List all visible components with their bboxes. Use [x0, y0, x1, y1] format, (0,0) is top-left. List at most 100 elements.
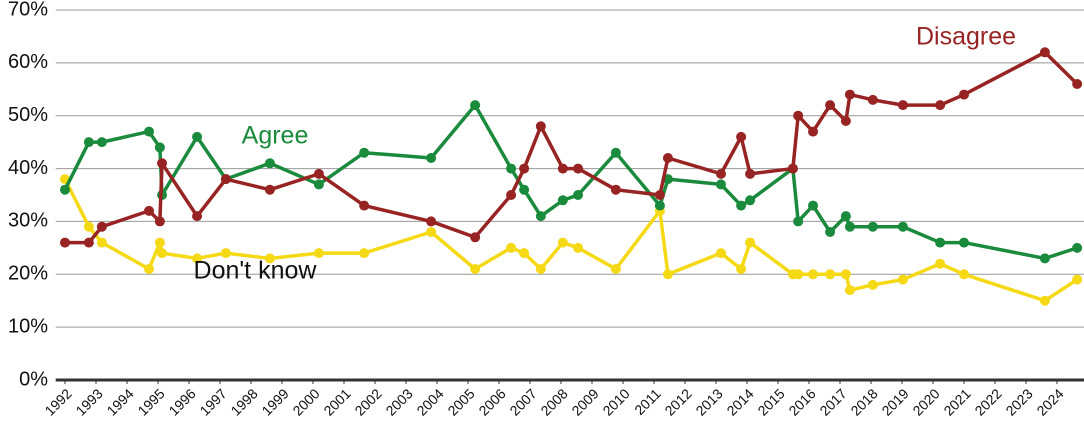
x-tick-label: 2020 — [909, 385, 942, 418]
data-point — [825, 227, 836, 237]
x-tick-label: 2002 — [351, 385, 384, 418]
x-tick-label: 1994 — [103, 385, 136, 418]
data-point — [935, 100, 946, 111]
y-tick-label: 0% — [19, 368, 48, 390]
data-point — [83, 137, 94, 148]
data-point — [867, 279, 878, 290]
data-point — [715, 168, 726, 179]
data-point — [736, 131, 747, 142]
x-tick-label: 2018 — [847, 385, 880, 418]
data-point — [844, 89, 855, 100]
data-point — [1039, 47, 1050, 58]
data-point — [736, 200, 747, 211]
data-point — [264, 184, 275, 195]
data-point — [60, 184, 70, 195]
x-tick-label: 2007 — [506, 385, 539, 418]
data-point — [610, 264, 621, 274]
y-tick-label: 20% — [8, 263, 48, 285]
data-point — [654, 190, 665, 200]
data-point — [1072, 79, 1083, 89]
x-tick-label: 2009 — [568, 385, 601, 418]
data-point — [840, 269, 851, 280]
data-point — [96, 221, 107, 232]
x-tick-label: 2011 — [631, 385, 664, 418]
data-point — [573, 242, 584, 253]
data-point — [793, 110, 804, 121]
data-point — [1072, 274, 1083, 285]
x-tick-label: 2014 — [723, 385, 756, 418]
data-point — [426, 153, 437, 163]
data-point — [867, 94, 878, 105]
data-point — [470, 100, 481, 111]
series-line — [63, 103, 1078, 261]
data-point — [840, 211, 851, 222]
data-point — [144, 205, 155, 216]
data-point — [220, 174, 231, 185]
x-tick-label: 2024 — [1033, 385, 1066, 418]
data-point — [506, 190, 517, 200]
data-point — [1039, 253, 1050, 264]
data-point — [96, 237, 107, 248]
y-tick-label: 70% — [8, 0, 48, 20]
data-point — [808, 200, 819, 211]
x-tick-label: 1992 — [41, 385, 74, 418]
data-point — [959, 89, 969, 100]
data-point — [715, 179, 726, 190]
data-point — [426, 227, 437, 237]
data-point — [313, 168, 324, 179]
data-point — [745, 195, 756, 206]
x-tick-label: 2003 — [382, 385, 415, 418]
x-tick-label: 2016 — [785, 385, 818, 418]
data-point — [192, 131, 203, 142]
x-tick-label: 2013 — [692, 385, 725, 418]
data-point — [897, 274, 908, 285]
data-point — [519, 248, 530, 259]
data-point — [654, 200, 665, 211]
x-tick-label: 1998 — [227, 385, 260, 418]
data-point — [557, 195, 568, 206]
data-point — [1072, 242, 1083, 253]
data-point — [83, 221, 94, 232]
x-tick-label: 2021 — [940, 385, 973, 418]
data-point — [745, 168, 756, 179]
data-point — [264, 253, 275, 264]
x-tick-label: 2017 — [816, 385, 849, 418]
data-point — [573, 190, 584, 200]
data-point — [787, 163, 798, 174]
x-tick-label: 2000 — [289, 385, 322, 418]
data-point — [662, 269, 673, 280]
data-point — [959, 269, 969, 280]
data-point — [470, 264, 481, 274]
x-tick-label: 2008 — [537, 385, 570, 418]
data-point — [1039, 295, 1050, 306]
data-point — [535, 211, 546, 222]
data-point — [426, 216, 437, 227]
series-label: Don't know — [194, 257, 318, 285]
data-point — [313, 248, 324, 259]
x-tick-label: 2012 — [661, 385, 694, 418]
data-point — [519, 184, 530, 195]
x-tick-label: 1993 — [72, 385, 105, 418]
data-point — [610, 184, 621, 195]
data-point — [470, 232, 481, 243]
data-point — [808, 269, 819, 280]
data-point — [157, 158, 168, 169]
data-point — [935, 258, 946, 269]
data-point — [192, 211, 203, 222]
data-point — [359, 200, 370, 211]
data-point — [154, 216, 165, 227]
x-tick-label: 2004 — [413, 385, 446, 418]
y-tick-label: 30% — [8, 210, 48, 232]
x-tick-label: 2023 — [1002, 385, 1035, 418]
x-tick-label: 2005 — [444, 385, 477, 418]
data-point — [506, 242, 517, 253]
y-tick-label: 60% — [8, 51, 48, 73]
plot-area — [60, 47, 1083, 306]
data-point — [610, 147, 621, 158]
data-point — [840, 116, 851, 126]
data-point — [144, 126, 155, 137]
data-point — [264, 158, 275, 169]
data-point — [157, 248, 168, 259]
x-tick-label: 2022 — [971, 385, 1004, 418]
data-point — [154, 237, 165, 248]
